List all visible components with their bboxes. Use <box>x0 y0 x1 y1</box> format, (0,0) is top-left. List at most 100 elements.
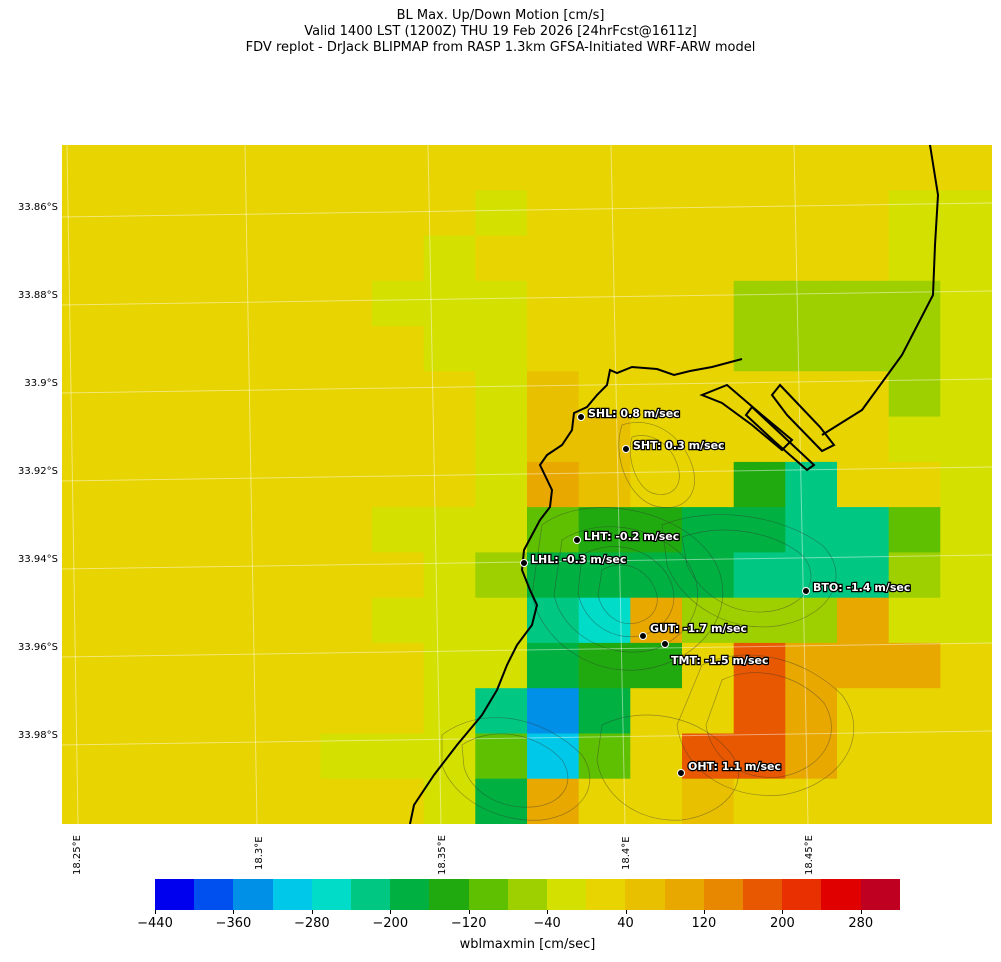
station-marker[interactable] <box>520 559 528 567</box>
grid-cell <box>217 507 270 553</box>
grid-cell <box>940 552 992 599</box>
grid-cell <box>733 688 786 735</box>
grid-cell <box>733 461 786 508</box>
grid-cell <box>682 280 735 327</box>
grid-cell <box>578 326 631 372</box>
grid-cell <box>113 280 166 327</box>
grid-cell <box>682 552 735 599</box>
map-plot-area[interactable]: SHL: 0.8 m/sec SHT: 0.3 m/sec LHT: -0.2 m/… <box>62 145 992 824</box>
grid-cell <box>113 688 166 735</box>
grid-cell <box>475 280 528 327</box>
lat-label: 33.96°S <box>18 642 58 653</box>
lat-label: 33.92°S <box>18 466 58 477</box>
grid-cell <box>217 597 270 644</box>
lat-label: 33.88°S <box>18 290 58 301</box>
grid-cell <box>578 642 631 689</box>
grid-cell <box>682 461 735 508</box>
grid-cell <box>320 235 373 282</box>
lat-label: 33.98°S <box>18 730 58 741</box>
grid-cell <box>940 507 992 553</box>
station-marker[interactable] <box>661 640 669 648</box>
grid-cell <box>268 597 321 644</box>
grid-cell <box>113 507 166 553</box>
grid-cell <box>320 326 373 372</box>
grid-cell <box>165 778 218 824</box>
grid-cell <box>785 688 838 735</box>
grid-cell <box>165 326 218 372</box>
grid-cell <box>837 642 890 689</box>
grid-cell <box>165 235 218 282</box>
grid-cell <box>527 326 580 372</box>
terrain-contours <box>441 422 855 821</box>
colorbar-swatch <box>155 879 195 910</box>
station-marker[interactable] <box>622 445 630 453</box>
grid-cell <box>372 145 425 191</box>
grid-cell <box>682 145 735 191</box>
station-marker[interactable] <box>639 632 647 640</box>
station-marker[interactable] <box>677 769 685 777</box>
lat-label: 33.94°S <box>18 554 58 565</box>
grid-cell <box>785 235 838 282</box>
grid-cell <box>940 280 992 327</box>
grid-cell <box>113 190 166 237</box>
grid-cell <box>733 371 786 418</box>
grid-cell <box>62 326 115 372</box>
colorbar-swatch <box>743 879 783 910</box>
grid-cell <box>733 552 786 599</box>
colorbar-swatch <box>507 879 548 910</box>
lon-label: 18.3°E <box>254 836 265 870</box>
colorbar-tick-label: 120 <box>691 916 717 931</box>
grid-cell <box>268 552 321 599</box>
grid-cell <box>940 235 992 282</box>
grid-cell <box>578 507 631 553</box>
station-marker[interactable] <box>573 536 581 544</box>
colorbar-tickmark <box>547 910 549 914</box>
grid-cell <box>940 326 992 372</box>
grid-cell <box>785 326 838 372</box>
grid-cell <box>423 190 476 237</box>
grid-cell <box>527 461 580 508</box>
grid-cell <box>268 507 321 553</box>
colorbar-tick-label: −200 <box>372 916 409 931</box>
grid-cell <box>888 507 941 553</box>
colorbar-swatch <box>468 879 508 910</box>
grid-cell <box>268 733 321 780</box>
grid-cell <box>578 597 631 644</box>
grid-cell <box>372 280 425 327</box>
grid-cell <box>527 280 580 327</box>
station-marker[interactable] <box>577 413 585 421</box>
grid-cell <box>682 778 735 824</box>
grid-cell <box>837 416 890 463</box>
grid-cell <box>475 190 528 237</box>
grid-cell <box>527 778 580 824</box>
grid-cell <box>268 280 321 327</box>
grid-cell <box>888 416 941 463</box>
grid-cell <box>423 145 476 191</box>
grid-cell <box>682 416 735 463</box>
grid-cell <box>578 145 631 191</box>
grid-cell <box>372 416 425 463</box>
coastline <box>409 358 743 824</box>
grid-cell <box>733 235 786 282</box>
grid-cell <box>785 552 838 599</box>
grid-cell <box>837 280 890 327</box>
colorbar-tickmark <box>860 910 862 914</box>
grid-cell <box>268 326 321 372</box>
grid-cell <box>578 371 631 418</box>
grid-cell <box>527 733 580 780</box>
grid-cell <box>320 733 373 780</box>
grid-cell <box>165 642 218 689</box>
colorbar-tickmark <box>468 910 470 914</box>
grid-cell <box>113 326 166 372</box>
grid-cell <box>113 642 166 689</box>
grid-cell <box>785 778 838 824</box>
grid-cell <box>62 642 115 689</box>
grid-cell <box>268 688 321 735</box>
grid-cell <box>682 326 735 372</box>
grid-cell <box>62 552 115 599</box>
lat-label: 33.86°S <box>18 202 58 213</box>
grid-cell <box>785 642 838 689</box>
grid-cell <box>888 642 941 689</box>
station-marker[interactable] <box>802 587 810 595</box>
grid-cell <box>475 778 528 824</box>
